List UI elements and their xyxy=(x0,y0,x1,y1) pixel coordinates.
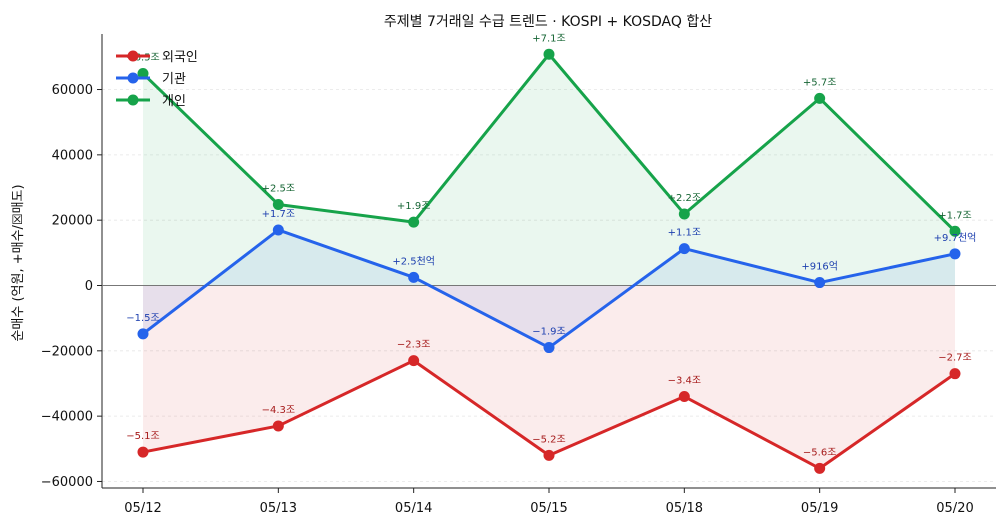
legend-label: 기관 xyxy=(162,72,186,87)
y-tick-label: 60000 xyxy=(52,83,93,98)
data-label: +6.5조 xyxy=(126,53,159,64)
data-label: −2.7조 xyxy=(938,353,971,364)
data-label: −1.9조 xyxy=(532,327,565,338)
data-label: +916억 xyxy=(801,261,838,273)
chart-title: 주제별 7거래일 수급 트렌드 · KOSPI + KOSDAQ 합산 xyxy=(384,14,712,30)
data-point xyxy=(408,216,420,228)
data-point xyxy=(543,48,555,60)
data-label: −3.4조 xyxy=(668,376,701,387)
x-tick-label: 05/20 xyxy=(936,501,973,516)
data-label: +2.5조 xyxy=(262,183,295,194)
fill-area-layer xyxy=(143,54,955,469)
data-label: +7.1조 xyxy=(532,33,565,44)
data-label: −5.2조 xyxy=(532,434,565,445)
data-point xyxy=(543,342,555,354)
data-label: +1.7조 xyxy=(938,210,971,221)
data-label: −5.6조 xyxy=(803,447,836,458)
data-point xyxy=(678,243,690,255)
axis-layer: −60000 −40000 −20000 0 20000 40000 60000 05/12 0… xyxy=(41,34,996,516)
y-tick-label: 40000 xyxy=(52,148,93,163)
x-tick-label: 05/12 xyxy=(124,501,161,516)
x-tick-label: 05/13 xyxy=(260,501,297,516)
y-tick-label: 20000 xyxy=(52,214,93,229)
x-tick-label: 05/14 xyxy=(395,501,432,516)
data-point xyxy=(137,328,149,340)
series-fill-area xyxy=(143,54,955,286)
data-point xyxy=(949,225,961,237)
data-point xyxy=(272,420,284,432)
legend-label: 외국인 xyxy=(162,50,198,65)
data-label-layer: −5.1조 −4.3조 −2.3조 −5.2조 −3.4조 −5.6조 −2.7조 −1.5조… xyxy=(126,33,976,458)
series-fill-area xyxy=(143,229,955,348)
y-tick-label: −60000 xyxy=(41,475,93,490)
y-axis-label: 순매수 (억원, +매수/☒매도) xyxy=(11,184,26,341)
legend-marker xyxy=(127,50,139,62)
x-tick-label: 05/18 xyxy=(666,501,703,516)
data-label: +2.2조 xyxy=(668,193,701,204)
data-point xyxy=(678,208,690,220)
x-tick-label: 05/19 xyxy=(801,501,838,516)
data-point xyxy=(408,355,420,367)
data-point xyxy=(949,368,961,380)
x-tick-label: 05/15 xyxy=(530,501,567,516)
legend-label: 개인 xyxy=(162,94,186,109)
data-point xyxy=(543,449,555,461)
data-label: −4.3조 xyxy=(262,405,295,416)
data-label: +1.1조 xyxy=(668,228,701,239)
series-fill-area xyxy=(143,285,955,469)
data-point xyxy=(814,92,826,104)
series-layer xyxy=(137,48,961,474)
data-label: +1.7조 xyxy=(262,209,295,220)
data-label: −1.5조 xyxy=(126,313,159,324)
legend-marker xyxy=(127,94,139,106)
data-point xyxy=(272,198,284,210)
data-label: +9.7천억 xyxy=(934,232,977,244)
y-tick-label: −40000 xyxy=(41,410,93,425)
data-label: −5.1조 xyxy=(126,431,159,442)
data-point xyxy=(814,277,826,289)
grid-layer xyxy=(102,89,996,482)
data-label: +1.9조 xyxy=(397,201,430,212)
data-point xyxy=(949,248,961,260)
data-label: +5.7조 xyxy=(803,77,836,88)
data-label: −2.3조 xyxy=(397,340,430,351)
data-point xyxy=(408,271,420,283)
y-tick-label: 0 xyxy=(85,279,93,294)
legend-marker xyxy=(127,72,139,84)
data-point xyxy=(678,391,690,403)
data-point xyxy=(137,68,149,80)
data-point xyxy=(814,462,826,474)
data-label: +2.5천억 xyxy=(392,255,435,267)
data-point xyxy=(137,446,149,458)
data-point xyxy=(272,224,284,236)
y-tick-label: −20000 xyxy=(41,344,93,359)
